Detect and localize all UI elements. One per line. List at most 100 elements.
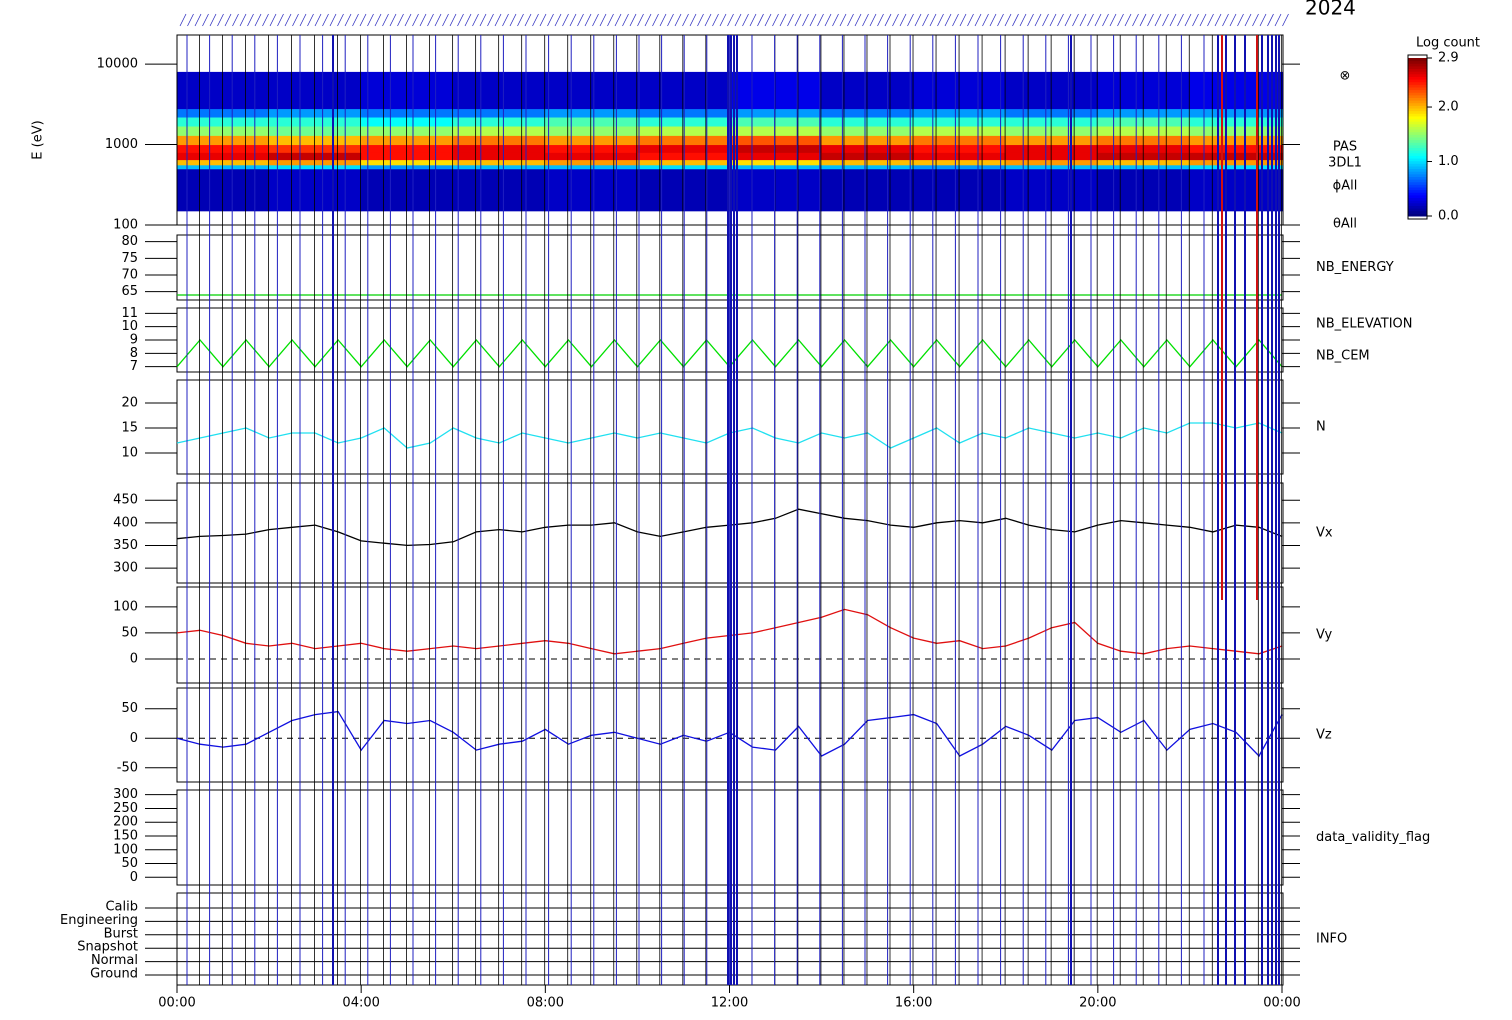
heatmap-cell	[177, 168, 270, 212]
heatmap-cell	[1097, 71, 1191, 110]
mode-marker	[442, 13, 449, 27]
category-label: Engineering	[60, 913, 138, 928]
y-tick-label: 150	[113, 828, 138, 843]
heatmap-cell	[361, 71, 454, 110]
heatmap-cell	[729, 117, 823, 127]
heatmap-cell	[1005, 152, 1099, 161]
mode-marker	[682, 13, 689, 27]
heatmap-cell	[729, 168, 823, 212]
mode-marker	[742, 13, 749, 27]
mode-marker	[344, 13, 352, 27]
mode-marker	[224, 13, 232, 27]
mode-marker	[689, 13, 697, 27]
mode-marker	[329, 13, 337, 27]
colorbar-swatch	[1408, 97, 1427, 101]
heatmap-cell	[269, 164, 362, 170]
heatmap-cell	[453, 126, 546, 136]
heatmap-cell	[1097, 152, 1191, 161]
mode-marker	[749, 13, 757, 27]
heatmap-cell	[1189, 164, 1283, 170]
heatmap-cell	[729, 126, 823, 136]
heatmap-cell	[361, 108, 454, 118]
mode-marker	[622, 13, 629, 27]
colorbar-swatch	[1408, 197, 1427, 201]
heatmap-cell	[821, 164, 915, 170]
category-label: Normal	[91, 953, 138, 968]
colorbar-swatch	[1408, 168, 1427, 172]
heatmap-cell	[269, 168, 362, 212]
colorbar-swatch	[1408, 139, 1427, 143]
y-tick-label: 65	[121, 284, 138, 299]
heatmap-cell	[453, 117, 546, 127]
panel-label: 3DL1	[1328, 156, 1362, 171]
mode-marker	[284, 13, 292, 27]
colorbar-swatch	[1408, 89, 1427, 93]
y-tick-label: 10	[121, 446, 138, 461]
colorbar-swatch	[1408, 137, 1427, 141]
colorbar-swatch	[1408, 115, 1427, 120]
heatmap-cell	[453, 135, 546, 146]
legend-label: Vy	[1316, 628, 1333, 643]
mode-marker	[734, 13, 742, 27]
category-label: Ground	[90, 967, 138, 982]
chart-title: 2024	[1305, 0, 1356, 20]
heatmap-cell	[1097, 126, 1191, 136]
heatmap-cell	[1005, 164, 1099, 170]
colorbar-swatch	[1408, 179, 1427, 183]
heatmap-cell	[1189, 117, 1283, 127]
heatmap-cell	[821, 168, 915, 212]
colorbar-tick-label: 0.0	[1438, 209, 1459, 224]
heatmap-cell	[821, 108, 915, 118]
mode-marker	[982, 13, 989, 27]
heatmap-cell	[913, 159, 1007, 166]
y-tick-label: 0	[130, 870, 138, 885]
colorbar-swatch	[1408, 134, 1427, 138]
mode-marker	[419, 13, 427, 27]
heatmap-cell	[361, 135, 454, 146]
mode-marker	[1004, 13, 1012, 27]
mode-marker	[502, 13, 509, 27]
mode-marker	[959, 13, 967, 27]
colorbar-swatch	[1408, 108, 1427, 112]
mode-marker	[1102, 13, 1109, 27]
mode-marker	[1274, 13, 1282, 27]
mode-marker	[1034, 13, 1042, 27]
mode-marker	[404, 13, 412, 27]
colorbar-swatch	[1408, 184, 1427, 188]
mode-marker	[772, 13, 779, 27]
heatmap-cell	[269, 152, 362, 161]
y-tick-label: 200	[113, 815, 138, 830]
heatmap-cell	[913, 71, 1007, 110]
heatmap-cell	[729, 144, 823, 153]
mode-marker	[449, 13, 457, 27]
mode-marker	[554, 13, 562, 27]
heatmap-cell	[269, 126, 362, 136]
mode-marker	[524, 13, 532, 27]
colorbar-swatch	[1408, 131, 1427, 135]
mode-marker	[719, 13, 727, 27]
mode-marker	[202, 13, 209, 27]
y-tick-label: 9	[130, 333, 138, 348]
colorbar-swatch	[1408, 100, 1427, 104]
heatmap-cell	[361, 144, 454, 153]
mode-marker	[1169, 13, 1177, 27]
heatmap-cell	[913, 152, 1007, 161]
mode-marker	[179, 13, 187, 27]
colorbar-swatch	[1408, 155, 1427, 159]
panel-label: INFO	[1316, 932, 1347, 947]
y-tick-label: 0	[130, 652, 138, 667]
heatmap-cell	[453, 164, 546, 170]
y-tick-label: 100	[113, 842, 138, 857]
colorbar-swatch	[1408, 160, 1427, 164]
mode-marker	[389, 13, 397, 27]
colorbar-swatch	[1408, 81, 1427, 85]
colorbar-swatch	[1408, 187, 1427, 191]
mode-marker	[1124, 13, 1132, 27]
mode-marker	[412, 13, 419, 27]
colorbar-swatch	[1408, 213, 1427, 217]
mode-marker	[299, 13, 307, 27]
y-tick-label: 1000	[105, 137, 138, 152]
mode-marker	[382, 13, 389, 27]
